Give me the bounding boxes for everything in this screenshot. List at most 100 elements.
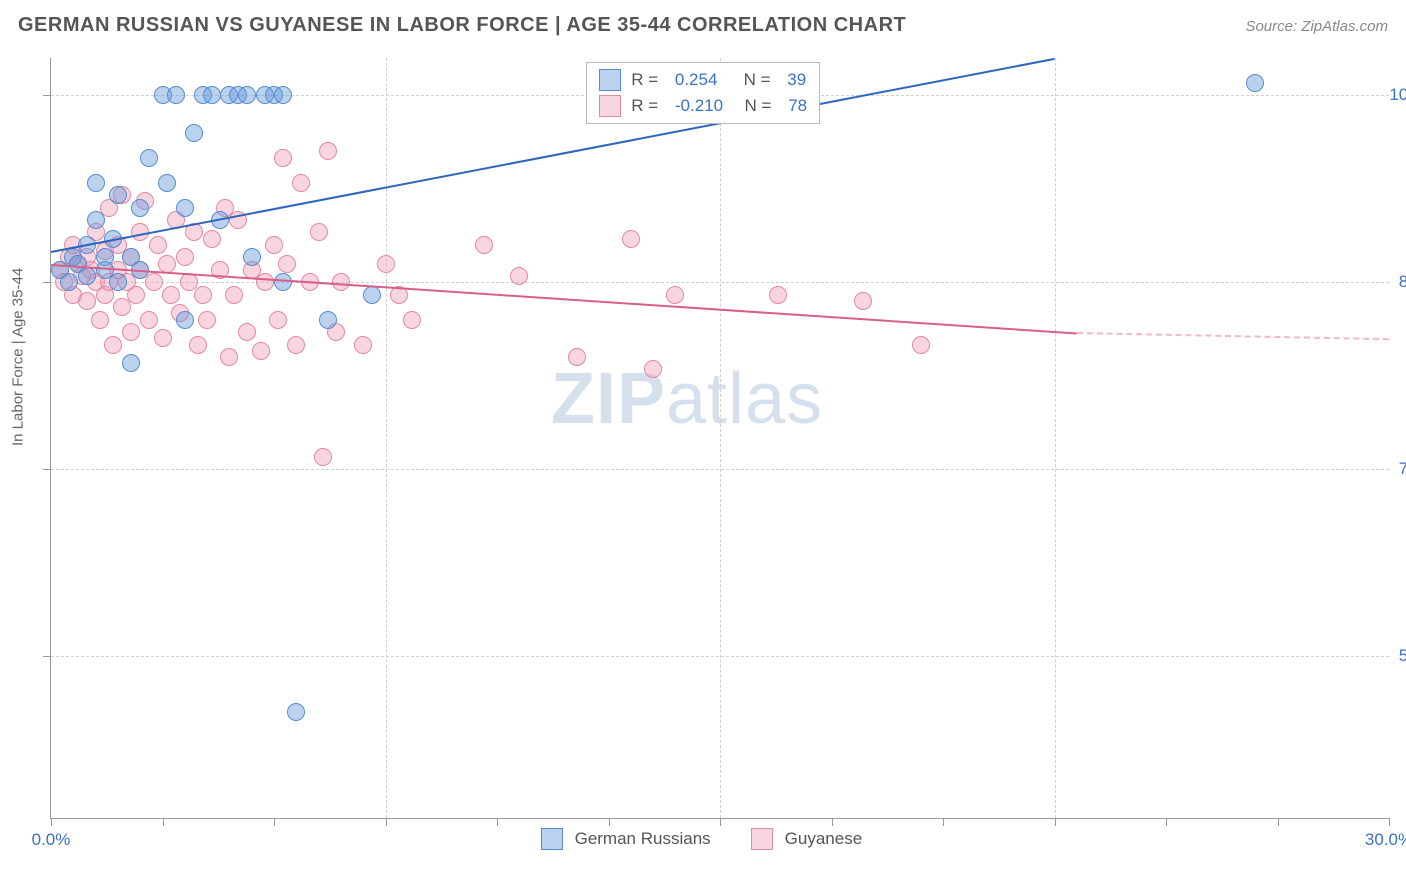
n-value-a: 39: [787, 70, 806, 90]
german-russian-point: [287, 703, 305, 721]
german-russian-point: [60, 273, 78, 291]
x-tick: [943, 818, 944, 826]
guyanese-point: [154, 329, 172, 347]
guyanese-point: [198, 311, 216, 329]
y-axis-title: In Labor Force | Age 35-44: [10, 268, 27, 446]
x-tick: [832, 818, 833, 826]
watermark-atlas: atlas: [666, 359, 823, 439]
german-russian-point: [167, 86, 185, 104]
guyanese-point: [176, 248, 194, 266]
guyanese-point: [104, 336, 122, 354]
german-russian-point: [78, 267, 96, 285]
y-tick: [43, 95, 51, 96]
guyanese-point: [854, 292, 872, 310]
x-tick: [1278, 818, 1279, 826]
guyanese-point: [220, 348, 238, 366]
guyanese-point: [912, 336, 930, 354]
guyanese-point: [666, 286, 684, 304]
guyanese-point: [140, 311, 158, 329]
guyanese-point: [274, 149, 292, 167]
n-label: N =: [744, 70, 771, 90]
y-tick-label: 85.0%: [1399, 272, 1406, 292]
gridline-vertical: [386, 58, 387, 818]
r-label: R =: [631, 70, 658, 90]
guyanese-point: [269, 311, 287, 329]
german-russian-point: [109, 186, 127, 204]
german-russian-point: [274, 86, 292, 104]
german-russian-point: [185, 124, 203, 142]
y-tick-label: 55.0%: [1399, 646, 1406, 666]
german-russian-point: [203, 86, 221, 104]
guyanese-point: [203, 230, 221, 248]
guyanese-point: [278, 255, 296, 273]
guyanese-point: [145, 273, 163, 291]
german-russian-point: [87, 174, 105, 192]
legend-label-a: German Russians: [575, 829, 711, 849]
guyanese-point: [158, 255, 176, 273]
y-tick: [43, 469, 51, 470]
legend-label-b: Guyanese: [785, 829, 863, 849]
guyanese-point: [91, 311, 109, 329]
guyanese-point: [287, 336, 305, 354]
legend-row-a: R = 0.254 N = 39: [599, 67, 807, 93]
guyanese-point: [510, 267, 528, 285]
swatch-german-russian: [541, 828, 563, 850]
y-tick-label: 70.0%: [1399, 459, 1406, 479]
guyanese-point: [78, 292, 96, 310]
gridline-vertical: [720, 58, 721, 818]
guyanese-point: [292, 174, 310, 192]
chart-title: GERMAN RUSSIAN VS GUYANESE IN LABOR FORC…: [18, 14, 906, 37]
german-russian-point: [131, 199, 149, 217]
x-tick: [51, 818, 52, 826]
x-tick: [1389, 818, 1390, 826]
guyanese-point: [769, 286, 787, 304]
swatch-german-russian: [599, 69, 621, 91]
x-tick: [497, 818, 498, 826]
gridline-vertical: [1055, 58, 1056, 818]
x-tick: [386, 818, 387, 826]
watermark: ZIPatlas: [551, 358, 823, 440]
guyanese-point: [403, 311, 421, 329]
guyanese-point: [475, 236, 493, 254]
guyanese-point: [644, 360, 662, 378]
guyanese-point: [310, 223, 328, 241]
r-label: R =: [631, 96, 658, 116]
legend-row-b: R = -0.210 N = 78: [599, 93, 807, 119]
guyanese-point: [354, 336, 372, 354]
guyanese-point: [238, 323, 256, 341]
x-tick-label: 0.0%: [32, 830, 71, 850]
x-tick: [720, 818, 721, 826]
x-tick: [1055, 818, 1056, 826]
german-russian-point: [319, 311, 337, 329]
y-tick: [43, 656, 51, 657]
german-russian-point: [176, 199, 194, 217]
swatch-guyanese: [599, 95, 621, 117]
guyanese-point: [225, 286, 243, 304]
y-tick-label: 100.0%: [1389, 85, 1406, 105]
guyanese-point: [149, 236, 167, 254]
guyanese-point: [319, 142, 337, 160]
title-bar: GERMAN RUSSIAN VS GUYANESE IN LABOR FORC…: [18, 14, 1388, 37]
guyanese-point: [162, 286, 180, 304]
correlation-legend: R = 0.254 N = 39R = -0.210 N = 78: [586, 62, 820, 124]
guyanese-point: [622, 230, 640, 248]
guyanese-point: [122, 323, 140, 341]
guyanese-point: [265, 236, 283, 254]
r-value-a: 0.254: [675, 70, 718, 90]
n-value-b: 78: [788, 96, 807, 116]
guyanese-point: [377, 255, 395, 273]
y-tick: [43, 282, 51, 283]
german-russian-point: [243, 248, 261, 266]
guyanese-point: [194, 286, 212, 304]
guyanese-point: [314, 448, 332, 466]
x-tick: [609, 818, 610, 826]
german-russian-point: [1246, 74, 1264, 92]
guyanese-point: [127, 286, 145, 304]
guyanese-point: [256, 273, 274, 291]
source-label: Source: ZipAtlas.com: [1245, 18, 1388, 35]
guyanese-point: [189, 336, 207, 354]
legend-item-a: German Russians: [541, 828, 711, 850]
x-tick: [163, 818, 164, 826]
german-russian-point: [158, 174, 176, 192]
guyanese-point: [252, 342, 270, 360]
